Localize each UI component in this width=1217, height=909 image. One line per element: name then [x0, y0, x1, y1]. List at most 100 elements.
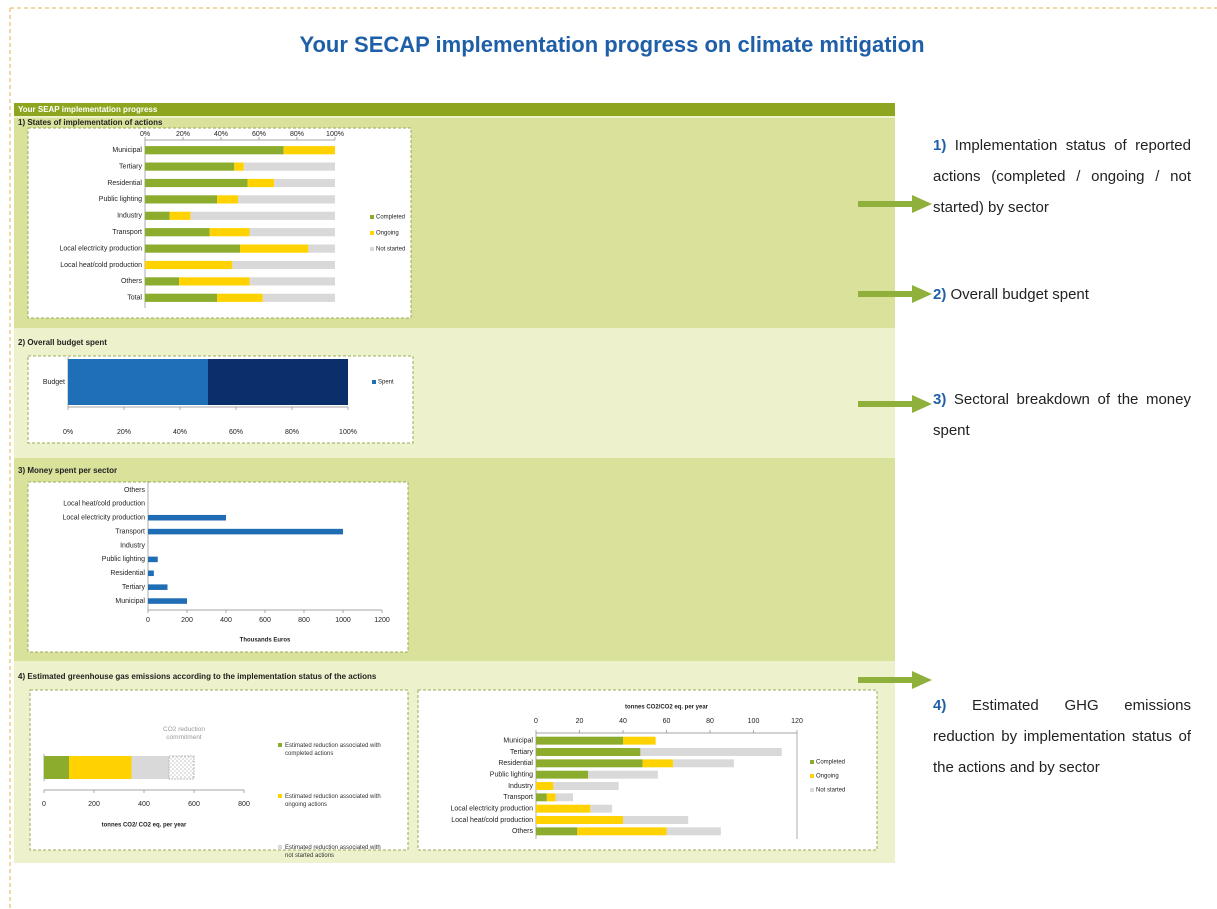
- legend-label: Ongoing: [376, 231, 399, 237]
- y-tick-label: Transport: [115, 528, 145, 535]
- x-tick-label: 60%: [252, 131, 266, 138]
- bar: [262, 293, 335, 302]
- legend-swatch: [278, 743, 282, 747]
- arrow: [858, 395, 932, 413]
- x-tick-label: 20%: [117, 429, 131, 436]
- bar: [145, 211, 170, 220]
- bar: [69, 756, 132, 779]
- x-tick-label: 1000: [335, 617, 351, 624]
- bar: [145, 293, 218, 302]
- page-title: Your SECAP implementation progress on cl…: [299, 32, 924, 57]
- note-text: Estimated GHG emissions reduction by imp…: [933, 697, 1191, 776]
- x-tick-label: 400: [220, 617, 232, 624]
- y-tick-label: Others: [121, 278, 143, 285]
- bar: [536, 759, 643, 768]
- bar: [148, 598, 187, 604]
- bar: [553, 782, 619, 790]
- bar: [642, 759, 674, 768]
- x-tick-label: 100%: [326, 131, 344, 138]
- chart-box: [27, 481, 409, 653]
- y-tick-label: Local electricity production: [63, 515, 146, 522]
- note-number: 2): [933, 286, 947, 303]
- bar: [536, 804, 591, 813]
- bar: [240, 244, 309, 253]
- y-tick-label: Local heat/cold production: [60, 262, 142, 269]
- arrows: [858, 195, 932, 689]
- legend-label: Not started: [816, 788, 845, 794]
- bar: [145, 244, 240, 253]
- legend-swatch: [370, 231, 374, 235]
- y-tick-label: Others: [124, 487, 146, 494]
- bar: [131, 756, 169, 779]
- y-tick-label: Local electricity production: [451, 806, 534, 813]
- legend-swatch: [810, 788, 814, 792]
- section-title: 3) Money spent per sector: [18, 466, 117, 475]
- bar: [145, 277, 180, 286]
- x-tick-label: 40: [619, 718, 627, 725]
- y-tick-label: Local electricity production: [60, 245, 143, 252]
- note-number: 3): [933, 391, 947, 408]
- legend-swatch: [278, 794, 282, 798]
- bar: [148, 528, 343, 535]
- legend-swatch: [810, 774, 814, 778]
- x-tick-label: 120: [791, 718, 803, 725]
- bar: [308, 244, 335, 253]
- note: 3) Sectoral breakdown of the money spent: [933, 391, 1191, 439]
- note-number: 4): [933, 697, 947, 714]
- bar: [145, 178, 248, 188]
- bar: [640, 748, 782, 756]
- bar: [243, 162, 335, 171]
- bar: [217, 195, 239, 204]
- note-text: Implementation status of reported action…: [933, 137, 1191, 216]
- legend-label: Completed: [816, 760, 845, 766]
- chart-box: [27, 127, 412, 319]
- note-text: Sectoral breakdown of the money spent: [933, 391, 1191, 439]
- bar: [536, 816, 623, 824]
- bar: [190, 211, 335, 220]
- bar: [148, 556, 158, 563]
- note: 1) Implementation status of reported act…: [933, 137, 1191, 216]
- y-tick-label: Public lighting: [102, 556, 145, 563]
- bar: [577, 827, 667, 836]
- bar: [169, 211, 191, 220]
- y-tick-label: Public lighting: [490, 772, 533, 779]
- y-tick-label: Tertiary: [122, 584, 145, 591]
- bar: [590, 804, 613, 813]
- legend-label: Estimated reduction associated with comp…: [285, 743, 381, 757]
- y-tick-label: Industry: [508, 783, 533, 790]
- x-axis-label: Thousands Euros: [240, 638, 291, 644]
- legend-label: Estimated reduction associated with ongo…: [285, 794, 381, 808]
- legend-label: Completed: [376, 215, 405, 221]
- x-tick-label: 20%: [176, 131, 190, 138]
- x-axis-label: tonnes CO2/CO2 eq. per year: [625, 705, 709, 711]
- x-tick-label: 60%: [229, 429, 243, 436]
- legend-swatch: [810, 760, 814, 764]
- annotation: CO2 reduction commitment: [163, 726, 205, 741]
- y-tick-label: Municipal: [503, 738, 533, 745]
- bar: [536, 770, 589, 779]
- y-tick-label: Transport: [112, 229, 142, 236]
- y-tick-label: Residential: [107, 180, 142, 187]
- arrow: [858, 671, 932, 689]
- bar: [555, 793, 573, 802]
- section-title: 2) Overall budget spent: [18, 338, 107, 347]
- legend-label: Estimated reduction associated with not …: [285, 845, 381, 859]
- bar: [145, 260, 233, 270]
- y-tick-label: Municipal: [112, 147, 142, 154]
- x-tick-label: 600: [188, 801, 200, 808]
- note: 4) Estimated GHG emissions reduction by …: [933, 697, 1191, 776]
- x-tick-label: 200: [88, 801, 100, 808]
- arrow: [858, 195, 932, 213]
- bar: [148, 514, 226, 521]
- panel-title: Your SEAP implementation progress: [18, 105, 158, 114]
- y-tick-label: Industry: [117, 213, 142, 220]
- bar: [623, 736, 656, 745]
- legend-label: Estimated reduction associated with ongo…: [285, 794, 381, 808]
- x-tick-label: 100%: [339, 429, 357, 436]
- x-tick-label: 20: [576, 718, 584, 725]
- arrow: [858, 285, 932, 303]
- bar: [673, 759, 734, 768]
- bar: [536, 793, 547, 802]
- y-tick-label: Public lighting: [99, 196, 142, 203]
